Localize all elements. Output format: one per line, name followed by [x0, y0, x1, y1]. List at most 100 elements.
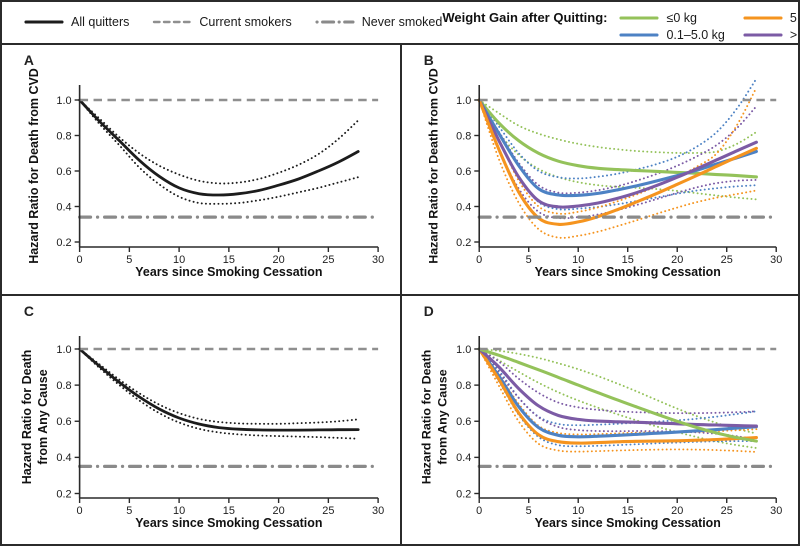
x-tick-label: 5 — [526, 505, 532, 517]
solid-line-sample-icon — [24, 19, 64, 24]
legend-item-label: 0.1–5.0 kg — [666, 27, 725, 42]
y-tick-label: 0.2 — [456, 488, 471, 500]
series--10.0-kg-95-ci-upper — [478, 348, 758, 415]
series-0.1-5.0-kg — [477, 98, 758, 198]
y-tick-label: 0.2 — [456, 237, 471, 249]
y-tick-label: 0.4 — [56, 452, 71, 464]
legend-item-weight-1: 0.1–5.0 kg — [619, 26, 725, 43]
panel-b-chart: 0.2 0.4 0.6 0.8 1.0 0 5 10 15 20 25 30 Years since S… — [424, 52, 782, 279]
y-tick-label: 0.4 — [56, 201, 71, 213]
legend-item-solid: All quitters — [24, 13, 129, 30]
x-tick-label: 25 — [721, 254, 733, 266]
x-axis-title: Years since Smoking Cessation — [135, 265, 322, 279]
weight-gain-legend-title: Weight Gain after Quitting: — [442, 10, 608, 25]
panel-letter: D — [424, 303, 434, 319]
y-axis-title: Hazard Ratio for Death — [420, 350, 434, 485]
y-tick-label: 0.4 — [456, 201, 471, 213]
legend-right: Weight Gain after Quitting: ≤0 kg 0.1–5.0… — [442, 9, 800, 43]
x-tick-label: 25 — [322, 505, 334, 517]
y-tick-label: 1.0 — [456, 95, 471, 107]
legend-item-label: 5.1–10.0 kg — [789, 10, 800, 25]
y-tick-label: 0.6 — [456, 166, 471, 178]
figure-legend: All quitters Current smokers Never smoked … — [2, 2, 798, 45]
legend-item-weight-2: 5.1–10.0 kg — [743, 9, 800, 26]
y-axis-title: Hazard Ratio for Death — [20, 350, 34, 485]
x-tick-label: 10 — [572, 254, 584, 266]
y-axis-title: Hazard Ratio for Death from CVD — [427, 68, 441, 264]
series-5.1-10.0-kg — [477, 98, 758, 226]
x-tick-label: 30 — [372, 505, 384, 517]
x-tick-label: 30 — [770, 254, 782, 266]
x-tick-label: 30 — [372, 254, 384, 266]
x-axis-title: Years since Smoking Cessation — [535, 265, 721, 279]
y-axis-title: Hazard Ratio for Death from CVD — [27, 68, 41, 264]
y-tick-label: 1.0 — [56, 344, 71, 356]
x-tick-label: 10 — [173, 254, 185, 266]
y-tick-label: 0.6 — [456, 416, 471, 428]
legend-item-label: ≤0 kg — [666, 10, 697, 25]
legend-left: All quitters Current smokers Never smoked — [24, 9, 442, 30]
y-tick-label: 0.8 — [456, 130, 471, 142]
x-tick-label: 20 — [273, 505, 285, 517]
x-tick-label: 0 — [476, 254, 482, 266]
x-tick-label: 20 — [671, 254, 683, 266]
y-tick-label: 0.8 — [56, 130, 71, 142]
dashed-line-sample-icon — [153, 20, 192, 23]
x-tick-label: 15 — [223, 505, 235, 517]
series-all-quitters-95-ci-lower — [78, 348, 360, 440]
series--10.0-kg-95-ci-upper — [478, 99, 758, 195]
panel-c-chart: 0.2 0.4 0.6 0.8 1.0 0 5 10 15 20 25 30 Years since S… — [20, 303, 384, 530]
y-tick-label: 0.4 — [456, 452, 471, 464]
legend-item-label: Never smoked — [361, 14, 443, 29]
series--0-kg-95-ci-upper — [478, 99, 758, 154]
series-5.1-10.0-kg-95-ci-lower — [478, 99, 758, 239]
panel-c: 0.2 0.4 0.6 0.8 1.0 0 5 10 15 20 25 30 Years since S… — [2, 294, 400, 544]
y-tick-label: 0.2 — [56, 488, 71, 500]
series-all-quitters — [78, 347, 360, 432]
series-5.1-10.0-kg-95-ci-lower — [478, 348, 758, 453]
y-tick-label: 1.0 — [456, 344, 471, 356]
y-tick-label: 0.6 — [56, 416, 71, 428]
series--0-kg — [477, 347, 758, 443]
y-tick-label: 0.8 — [456, 380, 471, 392]
panel-grid: 0.2 0.4 0.6 0.8 1.0 0 5 10 15 20 25 30 Years since S… — [2, 45, 798, 544]
x-tick-label: 5 — [126, 505, 132, 517]
solid-line-sample-icon — [619, 15, 660, 20]
solid-line-sample-icon — [743, 32, 783, 37]
panel-letter: B — [424, 52, 434, 68]
series-0.1-5.0-kg-95-ci-lower — [478, 348, 758, 448]
panel-a: 0.2 0.4 0.6 0.8 1.0 0 5 10 15 20 25 30 Years since S… — [2, 45, 400, 294]
legend-item-label: >10.0 kg — [789, 27, 798, 42]
legend-item-weight-0: ≤0 kg — [619, 9, 724, 26]
y-axis-title: from Any Cause — [36, 369, 50, 464]
x-tick-label: 15 — [622, 505, 634, 517]
series-5.1-10.0-kg-95-ci-upper — [478, 86, 758, 215]
x-tick-label: 0 — [476, 505, 482, 517]
x-tick-label: 20 — [273, 254, 285, 266]
series-0.1-5.0-kg-95-ci-upper — [478, 77, 758, 180]
panel-d-chart: 0.2 0.4 0.6 0.8 1.0 0 5 10 15 20 25 30 Years since S… — [420, 303, 783, 530]
x-tick-label: 0 — [77, 254, 83, 266]
y-tick-label: 1.0 — [56, 95, 71, 107]
series--0-kg — [477, 98, 758, 179]
y-tick-label: 0.6 — [56, 166, 71, 178]
x-tick-label: 15 — [622, 254, 634, 266]
series-all-quitters-95-ci-upper — [78, 99, 360, 185]
panel-letter: A — [24, 52, 34, 68]
x-axis-title: Years since Smoking Cessation — [135, 516, 322, 530]
x-tick-label: 25 — [721, 505, 733, 517]
series-all-quitters-95-ci-lower — [78, 99, 360, 205]
legend-item-weight-3: >10.0 kg — [743, 26, 798, 43]
x-axis-title: Years since Smoking Cessation — [535, 516, 721, 530]
series--10.0-kg-95-ci-lower — [478, 348, 758, 441]
series--10.0-kg — [477, 347, 758, 428]
panel-d: 0.2 0.4 0.6 0.8 1.0 0 5 10 15 20 25 30 Years since S… — [400, 294, 798, 544]
legend-item-dashed: Current smokers — [152, 13, 292, 30]
legend-item-dashdot: Never smoked — [315, 13, 443, 30]
legend-item-label: All quitters — [71, 14, 130, 29]
x-tick-label: 10 — [173, 505, 185, 517]
x-tick-label: 15 — [223, 254, 235, 266]
x-tick-label: 5 — [526, 254, 532, 266]
weight-gain-legend-items: ≤0 kg 0.1–5.0 kg 5.1–10.0 kg >10.0 kg — [619, 9, 800, 43]
